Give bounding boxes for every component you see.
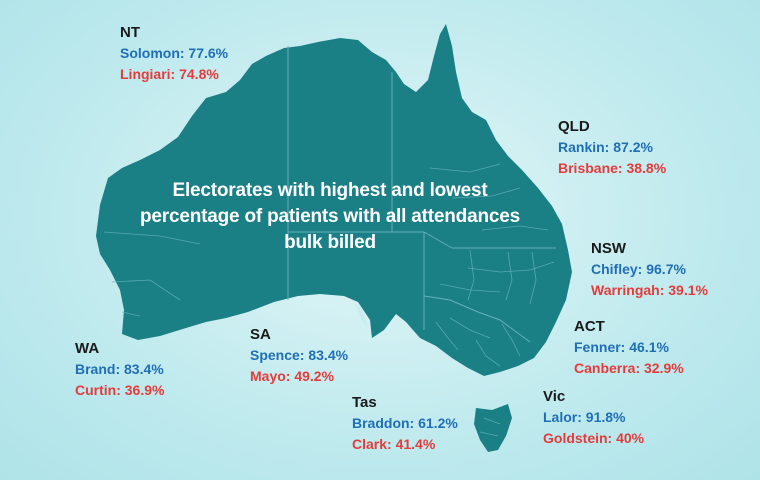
lowest-electorate: Lingiari: 74.8%: [120, 66, 219, 82]
state-borders: [287, 46, 556, 343]
lowest-electorate: Mayo: 49.2%: [250, 368, 335, 384]
region-label-wa: WA Brand: 83.4% Curtin: 36.9%: [75, 338, 164, 401]
state-name: QLD: [558, 118, 590, 135]
region-label-nsw: NSW Chifley: 96.7% Warringah: 39.1%: [591, 238, 708, 301]
lowest-electorate: Canberra: 32.9%: [574, 360, 684, 376]
highest-electorate: Brand: 83.4%: [75, 361, 164, 377]
lowest-electorate: Clark: 41.4%: [352, 436, 436, 452]
region-label-qld: QLD Rankin: 87.2% Brisbane: 38.8%: [558, 116, 666, 179]
region-label-act: ACT Fenner: 46.1% Canberra: 32.9%: [574, 316, 684, 379]
region-label-sa: SA Spence: 83.4% Mayo: 49.2%: [250, 324, 348, 387]
highest-electorate: Solomon: 77.6%: [120, 45, 229, 61]
lowest-electorate: Warringah: 39.1%: [591, 282, 708, 298]
state-name: NT: [120, 24, 140, 41]
state-name: ACT: [574, 318, 605, 335]
mainland-shape: [96, 24, 572, 376]
region-label-vic: Vic Lalor: 91.8% Goldstein: 40%: [543, 386, 644, 449]
state-name: WA: [75, 340, 100, 357]
electorate-borders: [429, 163, 555, 437]
lowest-electorate: Brisbane: 38.8%: [558, 160, 667, 176]
highest-electorate: Fenner: 46.1%: [574, 339, 669, 355]
state-name: NSW: [591, 240, 626, 257]
wa-electorate-borders: [103, 231, 201, 317]
highest-electorate: Braddon: 61.2%: [352, 415, 458, 431]
tasmania-shape: [474, 404, 512, 452]
highest-electorate: Spence: 83.4%: [250, 347, 349, 363]
highest-electorate: Chifley: 96.7%: [591, 261, 686, 277]
highest-electorate: Lalor: 91.8%: [543, 409, 626, 425]
region-label-nt: NT Solomon: 77.6% Lingiari: 74.8%: [120, 22, 228, 85]
lowest-electorate: Goldstein: 40%: [543, 430, 645, 446]
region-label-tas: Tas Braddon: 61.2% Clark: 41.4%: [352, 392, 458, 455]
lowest-electorate: Curtin: 36.9%: [75, 382, 165, 398]
map-title: Electorates with highest and lowest perc…: [140, 180, 520, 253]
gulf-shape: [354, 302, 368, 328]
state-name: Vic: [543, 388, 566, 405]
state-name: Tas: [352, 394, 377, 411]
state-name: SA: [250, 326, 271, 343]
highest-electorate: Rankin: 87.2%: [558, 139, 653, 155]
